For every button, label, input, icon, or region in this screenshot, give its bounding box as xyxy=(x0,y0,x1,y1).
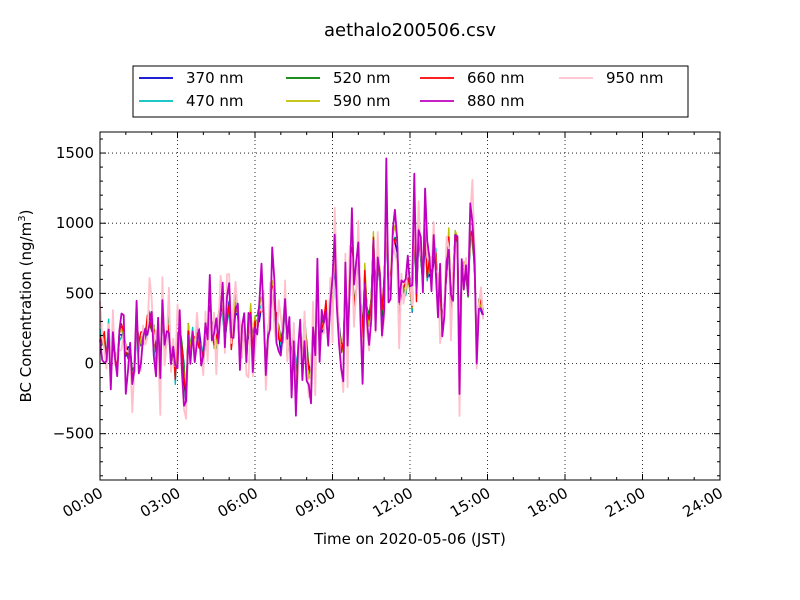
y-tick-labels: −500 0 500 1000 1500 xyxy=(53,144,94,443)
legend-label: 470 nm xyxy=(186,92,244,110)
y-tick-label: 1500 xyxy=(56,144,94,162)
y-axis-label-superscript: 3 xyxy=(17,215,28,221)
legend-label: 370 nm xyxy=(186,69,244,87)
y-axis-label: BC Concentration (ng/m3) xyxy=(17,210,35,403)
y-axis-label-main: BC Concentration (ng/m xyxy=(17,222,35,403)
legend-frame xyxy=(132,65,689,118)
ticks xyxy=(99,132,721,480)
legend-label: 660 nm xyxy=(467,69,525,87)
y-tick-label: 0 xyxy=(84,355,94,373)
legend-label: 880 nm xyxy=(467,92,525,110)
legend-label: 520 nm xyxy=(333,69,391,87)
y-tick-label: 1000 xyxy=(56,214,94,232)
chart-title: aethalo200506.csv xyxy=(324,20,496,41)
series-line-880-nm xyxy=(99,157,485,417)
x-axis-label: Time on 2020-05-06 (JST) xyxy=(313,530,506,548)
y-tick-label: 500 xyxy=(65,284,94,302)
legend-label: 950 nm xyxy=(606,69,664,87)
grid xyxy=(100,132,720,480)
legend-label: 590 nm xyxy=(333,92,391,110)
y-tick-label: −500 xyxy=(53,425,94,443)
y-axis-label-end: ) xyxy=(17,210,35,216)
legend: 370 nm 470 nm 520 nm 590 nm 660 nm 880 nm 950 … xyxy=(132,65,689,118)
data-lines xyxy=(99,157,485,420)
